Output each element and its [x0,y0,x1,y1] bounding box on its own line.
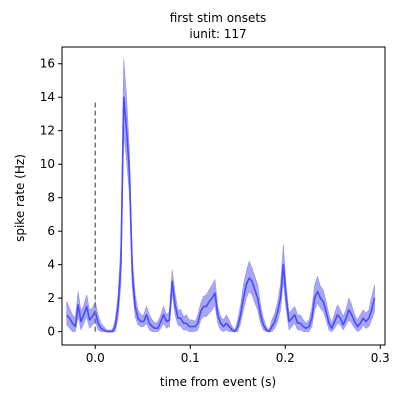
series-line-layer [66,96,376,333]
chart-subtitle: iunit: 117 [189,27,246,41]
x-axis-label: time from event (s) [160,375,276,389]
y-tick-label: 4 [47,258,55,272]
y-tick-label: 10 [40,157,55,171]
x-tick-label: 0.1 [181,351,200,365]
plot-frame [61,46,386,346]
y-tick-label: 6 [47,224,55,238]
x-tick-label: 0.0 [86,351,105,365]
plot-area [61,46,386,346]
y-tick-label: 2 [47,291,55,305]
y-tick-label: 8 [47,191,55,205]
y-axis-label: spike rate (Hz) [13,154,27,242]
y-tick-label: 0 [47,325,55,339]
y-tick-label: 14 [40,90,55,104]
x-axis: 0.0 0.1 0.2 0.3 [86,345,390,365]
chart-title: first stim onsets [170,11,267,25]
y-tick-label: 12 [40,124,55,138]
y-tick-label: 16 [40,57,55,71]
x-tick-label: 0.3 [371,351,390,365]
series-0-mean-line [66,96,376,333]
y-axis: 0 2 4 6 8 10 12 14 16 [40,57,62,339]
x-tick-label: 0.2 [276,351,295,365]
